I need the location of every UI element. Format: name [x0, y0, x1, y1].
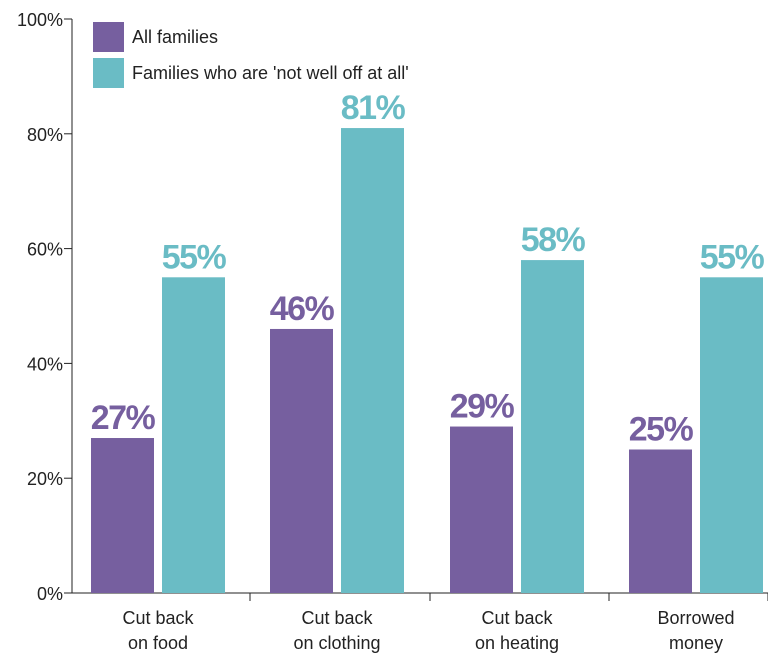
- bar-value-label: 55%: [162, 238, 227, 276]
- legend-label: Families who are 'not well off at all': [132, 63, 409, 83]
- bar-value-label: 46%: [270, 290, 335, 328]
- x-category-label: on heating: [475, 633, 559, 653]
- x-category-label: Cut back: [122, 608, 194, 628]
- bar-not-well-off: [341, 128, 404, 593]
- legend-label: All families: [132, 27, 218, 47]
- y-tick-label: 0%: [37, 584, 63, 604]
- bar-not-well-off: [162, 277, 225, 593]
- bar-value-label: 25%: [629, 411, 694, 449]
- y-tick-label: 40%: [27, 354, 63, 374]
- legend-swatch: [93, 58, 124, 88]
- x-category-label: on clothing: [293, 633, 380, 653]
- x-category-label: Cut back: [301, 608, 373, 628]
- bar-all-families: [270, 328, 333, 593]
- bar-not-well-off: [700, 277, 763, 593]
- x-category-label: money: [669, 633, 723, 653]
- bar-not-well-off: [521, 260, 584, 593]
- bar-value-label: 27%: [91, 399, 156, 437]
- y-tick-label: 100%: [17, 10, 63, 30]
- bar-value-label: 55%: [700, 238, 765, 276]
- y-tick-label: 60%: [27, 240, 63, 260]
- bar-all-families: [629, 449, 692, 593]
- legend-swatch: [93, 22, 124, 52]
- bar-all-families: [91, 438, 154, 593]
- bar-value-label: 58%: [521, 221, 586, 259]
- x-category-label: on food: [128, 633, 188, 653]
- y-tick-label: 20%: [27, 469, 63, 489]
- bar-all-families: [450, 426, 513, 593]
- bar-value-label: 29%: [450, 388, 515, 426]
- bar-value-label: 81%: [341, 89, 406, 127]
- x-category-label: Cut back: [481, 608, 553, 628]
- x-category-label: Borrowed: [657, 608, 734, 628]
- y-tick-label: 80%: [27, 125, 63, 145]
